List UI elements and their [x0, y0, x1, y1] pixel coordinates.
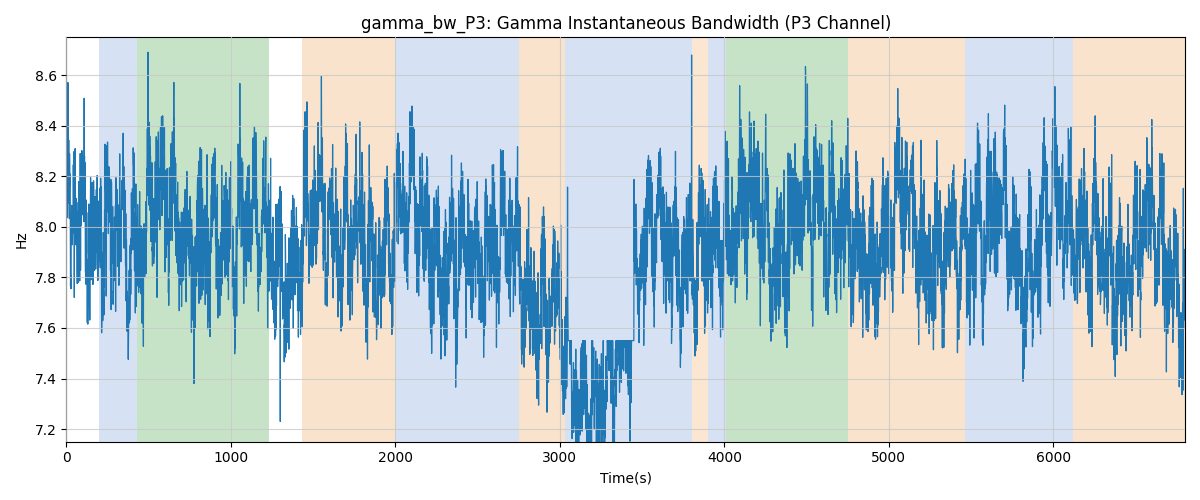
Bar [965, 38, 1073, 442]
Bar [726, 38, 847, 442]
Bar [137, 38, 269, 442]
Title: gamma_bw_P3: Gamma Instantaneous Bandwidth (P3 Channel): gamma_bw_P3: Gamma Instantaneous Bandwid… [360, 15, 890, 34]
Y-axis label: Hz: Hz [16, 230, 29, 248]
Bar [301, 38, 396, 442]
Bar [708, 38, 726, 442]
Bar [518, 38, 565, 442]
Bar [100, 38, 137, 442]
Bar [847, 38, 965, 442]
X-axis label: Time(s): Time(s) [600, 471, 652, 485]
Bar [691, 38, 708, 442]
Bar [565, 38, 691, 442]
Bar [1073, 38, 1184, 442]
Bar [396, 38, 518, 442]
